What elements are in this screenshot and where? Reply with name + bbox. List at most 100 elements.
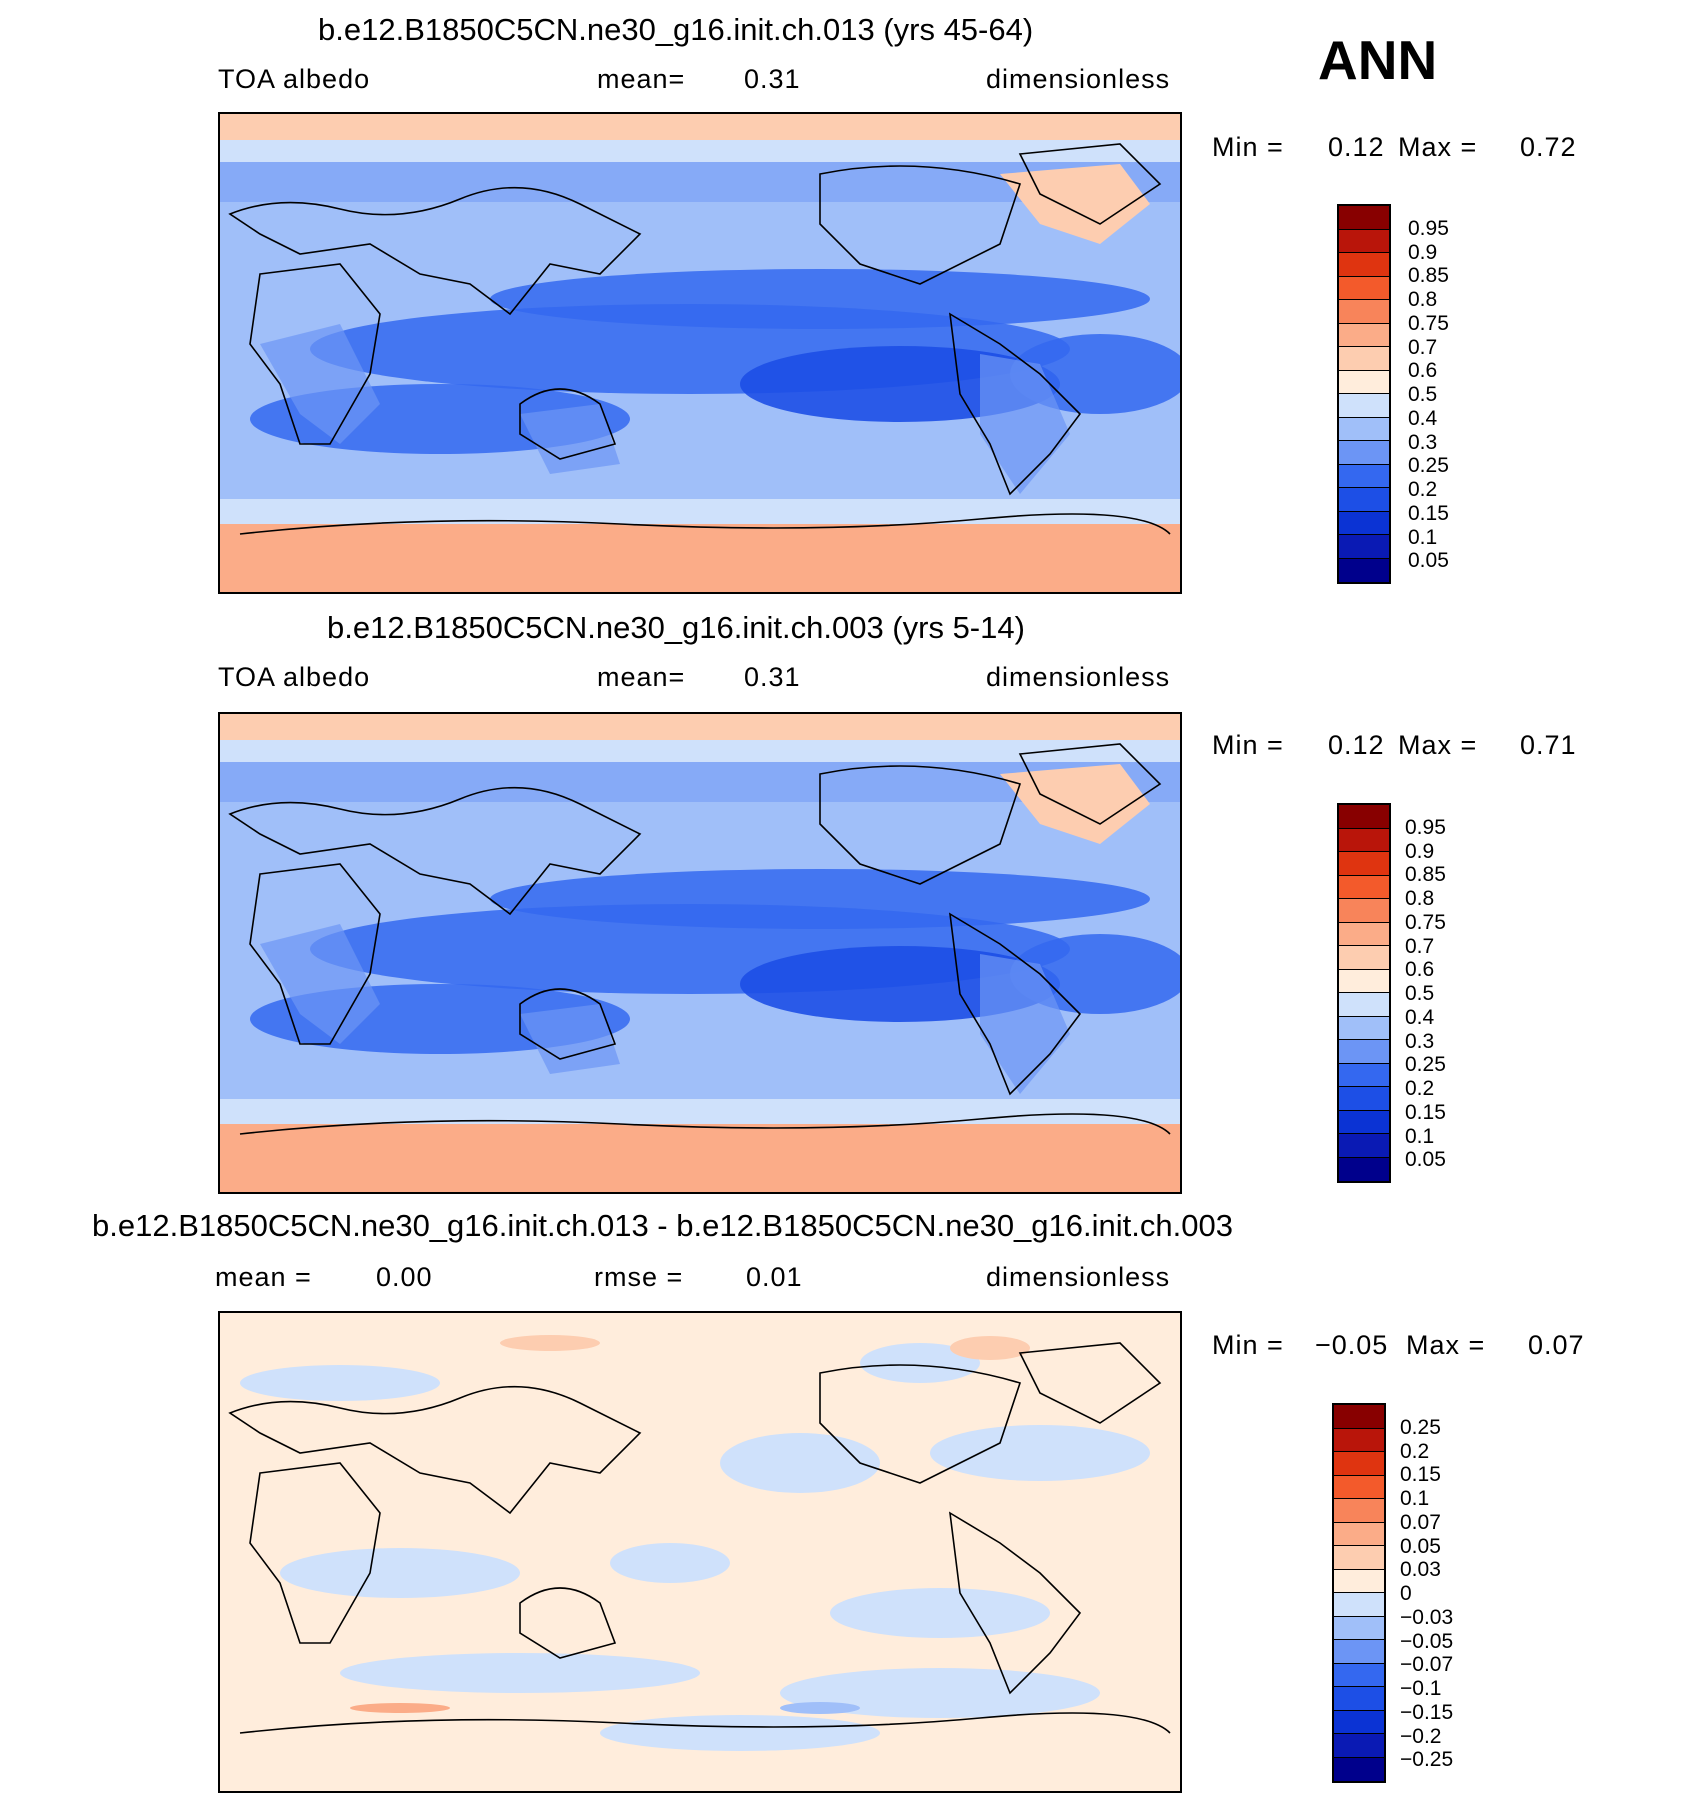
colorbar-swatch <box>1334 1569 1384 1593</box>
colorbar-swatch <box>1339 347 1389 371</box>
panel-3-rmse-label: rmse = <box>594 1262 684 1292</box>
panel-2-colorbar <box>1337 803 1391 1183</box>
panel-3-max-value: 0.07 <box>1528 1330 1585 1360</box>
colorbar-tick-label: 0.4 <box>1408 406 1438 430</box>
colorbar-tick-label: 0.15 <box>1400 1463 1441 1487</box>
colorbar-tick-label: 0.95 <box>1408 216 1449 240</box>
colorbar-tick-label: 0.8 <box>1408 288 1438 311</box>
panel-2-min-value: 0.12 <box>1328 730 1385 760</box>
colorbar-swatch <box>1334 1405 1384 1429</box>
colorbar-tick-label: −0.03 <box>1400 1605 1454 1629</box>
colorbar-swatch <box>1339 253 1389 277</box>
colorbar-tick-label: 0.15 <box>1408 501 1449 525</box>
panel-2-title: b.e12.B1850C5CN.ne30_g16.init.ch.003 (yr… <box>327 610 1025 645</box>
colorbar-tick-label: 0.7 <box>1405 934 1435 958</box>
colorbar-tick-label: 0.5 <box>1405 982 1435 1005</box>
colorbar-tick-label: 0.05 <box>1408 549 1449 573</box>
colorbar-swatch <box>1334 1546 1384 1570</box>
panel-1-map <box>218 112 1182 594</box>
panel-1-min-label: Min = <box>1212 132 1284 162</box>
colorbar-swatch <box>1339 300 1389 324</box>
colorbar-tick-label: 0.7 <box>1408 335 1438 359</box>
colorbar-swatch <box>1334 1452 1384 1476</box>
colorbar-tick-label: 0.6 <box>1405 958 1435 982</box>
colorbar-tick-label: 0.05 <box>1405 1148 1446 1172</box>
panel-1-units-label: dimensionless <box>986 64 1171 94</box>
panel-1-min-value: 0.12 <box>1328 132 1385 162</box>
panel-3-map <box>218 1311 1182 1793</box>
colorbar-tick-label: −0.05 <box>1400 1629 1454 1653</box>
colorbar-swatch <box>1339 922 1389 946</box>
colorbar-swatch <box>1339 1040 1389 1064</box>
panel-2-units-label: dimensionless <box>986 662 1171 692</box>
colorbar-swatch <box>1339 370 1389 394</box>
colorbar-tick-label: 0.3 <box>1405 1029 1435 1053</box>
colorbar-swatch <box>1339 276 1389 300</box>
colorbar-tick-label: 0 <box>1400 1582 1412 1605</box>
panel-3-units-label: dimensionless <box>986 1262 1171 1292</box>
colorbar-swatch <box>1339 1110 1389 1134</box>
colorbar-tick-label: 0.6 <box>1408 359 1438 383</box>
colorbar-swatch <box>1339 899 1389 923</box>
colorbar-tick-label: 0.1 <box>1400 1487 1430 1510</box>
colorbar-tick-label: 0.3 <box>1408 430 1438 454</box>
colorbar-tick-label: −0.15 <box>1400 1700 1454 1724</box>
colorbar-tick-label: 0.4 <box>1405 1005 1435 1029</box>
panel-3-min-label: Min = <box>1212 1330 1284 1360</box>
colorbar-swatch <box>1334 1710 1384 1734</box>
colorbar-swatch <box>1339 1016 1389 1040</box>
colorbar-tick-label: 0.25 <box>1405 1053 1446 1077</box>
colorbar-swatch <box>1339 1063 1389 1087</box>
colorbar-tick-label: 0.9 <box>1405 839 1435 863</box>
colorbar-tick-label: 0.25 <box>1408 454 1449 478</box>
colorbar-swatch <box>1339 993 1389 1017</box>
colorbar-tick-label: 0.95 <box>1405 815 1446 839</box>
panel-1-mean-label: mean= <box>597 64 686 94</box>
colorbar-swatch <box>1334 1757 1384 1781</box>
colorbar-tick-label: 0.2 <box>1400 1439 1430 1463</box>
panel-2-max-label: Max = <box>1398 730 1478 760</box>
panel-1-title: b.e12.B1850C5CN.ne30_g16.init.ch.013 (yr… <box>318 12 1034 47</box>
colorbar-swatch <box>1334 1428 1384 1452</box>
colorbar-tick-label: 0.1 <box>1408 525 1438 549</box>
colorbar-swatch <box>1339 969 1389 993</box>
colorbar-tick-label: 0.2 <box>1405 1077 1435 1100</box>
panel-3-max-label: Max = <box>1406 1330 1486 1360</box>
colorbar-tick-label: −0.1 <box>1400 1677 1442 1700</box>
colorbar-swatch <box>1339 229 1389 253</box>
panel-2-map <box>218 712 1182 1194</box>
colorbar-tick-label: 0.85 <box>1405 863 1446 887</box>
colorbar-swatch <box>1339 535 1389 559</box>
colorbar-swatch <box>1339 323 1389 347</box>
panel-3-min-value: −0.05 <box>1315 1330 1389 1360</box>
colorbar-swatch <box>1334 1475 1384 1499</box>
panel-3-colorbar <box>1332 1403 1386 1783</box>
colorbar-tick-label: 0.75 <box>1408 311 1449 335</box>
panel-3-mean-value: 0.00 <box>376 1262 433 1292</box>
colorbar-tick-label: 0.5 <box>1408 383 1438 406</box>
colorbar-tick-label: −0.25 <box>1400 1748 1454 1772</box>
colorbar-tick-label: −0.2 <box>1400 1724 1442 1748</box>
colorbar-swatch <box>1339 1157 1389 1181</box>
colorbar-swatch <box>1339 511 1389 535</box>
colorbar-swatch <box>1339 464 1389 488</box>
colorbar-swatch <box>1339 875 1389 899</box>
colorbar-swatch <box>1339 946 1389 970</box>
colorbar-tick-label: 0.2 <box>1408 478 1438 501</box>
colorbar-swatch <box>1334 1734 1384 1758</box>
colorbar-tick-label: −0.07 <box>1400 1653 1454 1677</box>
panel-2-max-value: 0.71 <box>1520 730 1577 760</box>
colorbar-swatch <box>1334 1499 1384 1523</box>
colorbar-tick-label: 0.25 <box>1400 1415 1441 1439</box>
panel-3-mean-label: mean = <box>215 1262 312 1292</box>
panel-2-mean-value: 0.31 <box>744 662 801 692</box>
colorbar-swatch <box>1339 1087 1389 1111</box>
colorbar-tick-label: 0.85 <box>1408 264 1449 288</box>
panel-3-rmse-value: 0.01 <box>746 1262 803 1292</box>
panel-1-max-value: 0.72 <box>1520 132 1577 162</box>
colorbar-swatch <box>1334 1640 1384 1664</box>
colorbar-swatch <box>1334 1663 1384 1687</box>
colorbar-tick-label: 0.03 <box>1400 1558 1441 1582</box>
panel-3-title: b.e12.B1850C5CN.ne30_g16.init.ch.013 - b… <box>92 1208 1233 1243</box>
colorbar-tick-label: 0.75 <box>1405 910 1446 934</box>
